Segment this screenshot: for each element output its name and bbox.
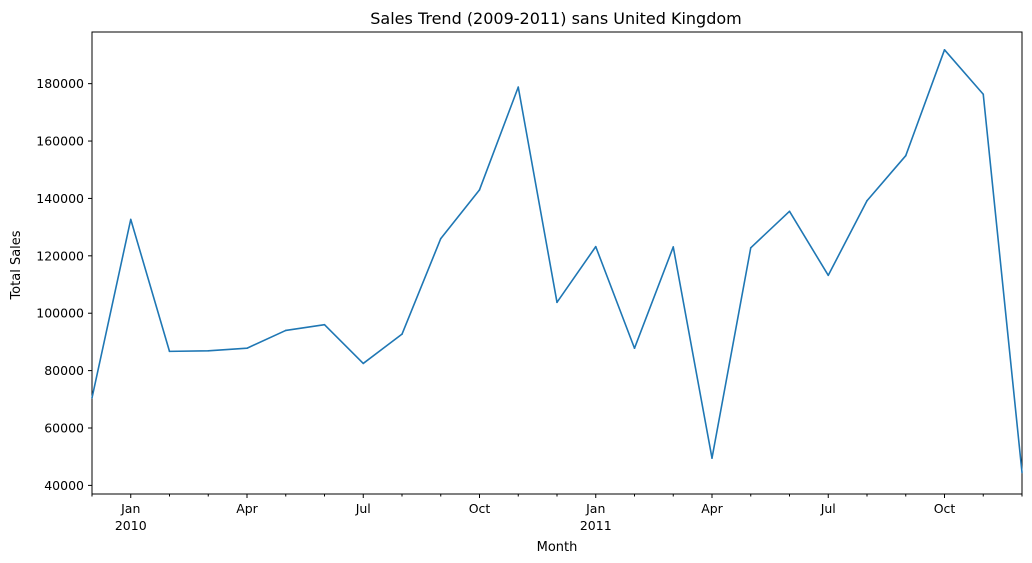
x-tick-label: Jan — [585, 501, 605, 516]
chart-title: Sales Trend (2009-2011) sans United King… — [370, 9, 741, 28]
x-tick-label: Jan — [120, 501, 140, 516]
data-point — [982, 93, 985, 96]
x-tick-label: Oct — [469, 501, 491, 516]
data-point — [362, 362, 365, 365]
data-point — [672, 246, 675, 248]
y-tick-label: 60000 — [44, 421, 84, 436]
y-tick-label: 160000 — [36, 134, 84, 149]
data-point — [556, 301, 558, 304]
x-tick-label: Apr — [236, 501, 258, 516]
data-point — [904, 154, 907, 157]
data-point — [168, 350, 171, 353]
plot-area — [91, 31, 1023, 495]
y-tick-label: 100000 — [36, 306, 84, 321]
data-point — [827, 274, 830, 277]
data-point — [129, 218, 132, 221]
x-axis-label: Month — [537, 540, 578, 555]
data-point — [439, 237, 442, 240]
x-axis: Jan 2010 Apr Jul Oct Jan 2011 Apr Jul Oct — [91, 494, 1023, 533]
x-tick-label: Oct — [934, 501, 956, 516]
data-point — [866, 199, 868, 202]
y-axis-label: Total Sales — [9, 230, 24, 300]
data-point — [91, 397, 93, 399]
y-axis: 40000 60000 80000 100000 120000 140000 160000 1… — [36, 76, 92, 493]
data-point — [207, 350, 210, 352]
series-line — [91, 48, 1023, 473]
data-point — [749, 246, 752, 249]
x-tick-label: Apr — [701, 501, 723, 516]
data-point — [1021, 471, 1023, 474]
y-tick-label: 180000 — [36, 76, 84, 91]
x-tick-year-label: 2010 — [115, 518, 147, 533]
y-tick-label: 120000 — [36, 248, 84, 263]
y-tick-label: 80000 — [44, 363, 84, 378]
data-point — [788, 210, 791, 213]
data-point — [401, 333, 403, 335]
data-point — [711, 457, 713, 459]
data-point — [284, 329, 287, 332]
x-tick-year-label: 2011 — [580, 518, 612, 533]
y-tick-label: 140000 — [36, 191, 84, 206]
x-tick-label: Jul — [820, 501, 836, 516]
data-point — [943, 48, 946, 51]
data-point — [323, 323, 326, 326]
data-point — [246, 347, 248, 350]
data-point — [594, 245, 597, 248]
y-tick-label: 40000 — [44, 478, 84, 493]
series-group — [91, 48, 1023, 474]
x-tick-label: Jul — [355, 501, 371, 516]
data-point — [478, 189, 481, 191]
data-point — [517, 86, 520, 88]
data-point — [633, 347, 636, 350]
